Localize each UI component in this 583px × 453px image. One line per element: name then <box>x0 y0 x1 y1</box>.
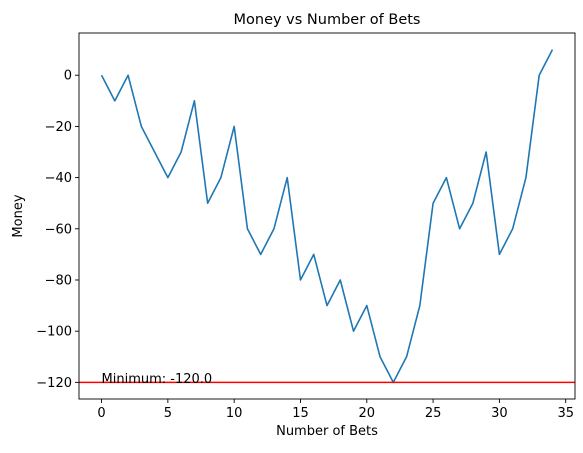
y-tick-label: −40 <box>45 171 72 186</box>
y-axis: 0 −20 −40 −60 −80 −100 −120 <box>36 69 79 391</box>
series-line-0 <box>100 49 554 384</box>
x-tick-label: 0 <box>97 406 105 421</box>
y-tick-label: −80 <box>45 273 72 288</box>
axes-frame <box>78 32 576 400</box>
y-tick-label: −100 <box>36 325 72 340</box>
minimum-annotation: Minimum: -120.0 <box>102 372 213 387</box>
y-tick-label: −20 <box>45 120 72 135</box>
x-axis-label: Number of Bets <box>276 424 378 439</box>
x-tick-label: 20 <box>359 406 376 421</box>
x-tick-label: 35 <box>557 406 574 421</box>
x-axis: 0 5 10 15 20 25 30 35 <box>97 399 574 421</box>
chart-title: Money vs Number of Bets <box>234 12 421 28</box>
x-tick-label: 15 <box>292 406 309 421</box>
y-tick-label: −120 <box>36 376 72 391</box>
y-tick-label: 0 <box>64 69 72 84</box>
y-tick-label: −60 <box>45 222 72 237</box>
plot-area <box>78 32 576 400</box>
x-tick-label: 30 <box>491 406 508 421</box>
x-tick-label: 25 <box>425 406 442 421</box>
x-tick-label: 5 <box>164 406 172 421</box>
x-tick-label: 10 <box>226 406 243 421</box>
y-axis-label: Money <box>11 194 26 237</box>
